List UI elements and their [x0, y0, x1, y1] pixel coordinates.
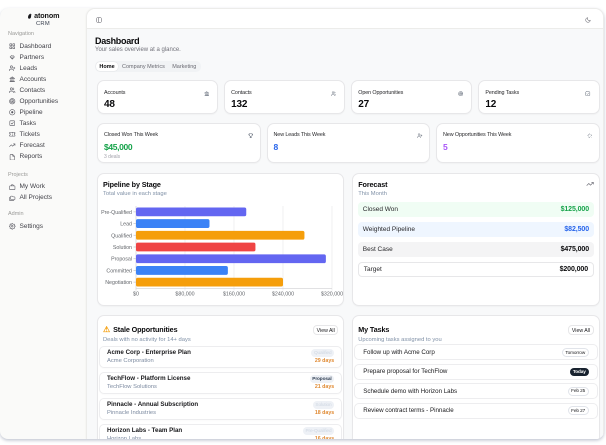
svg-text:Lead: Lead — [120, 221, 132, 227]
svg-text:$80,000: $80,000 — [175, 291, 194, 297]
svg-text:Negotiation: Negotiation — [105, 280, 132, 286]
svg-text:$0: $0 — [133, 291, 139, 297]
svg-text:$240,000: $240,000 — [272, 291, 294, 297]
svg-text:Committed: Committed — [106, 268, 132, 274]
svg-text:$320,000: $320,000 — [321, 291, 343, 297]
svg-text:$160,000: $160,000 — [223, 291, 245, 297]
svg-text:Proposal: Proposal — [111, 257, 132, 263]
svg-text:Pre-Qualified: Pre-Qualified — [101, 210, 132, 216]
svg-text:Qualified: Qualified — [111, 233, 132, 239]
svg-text:Solution: Solution — [113, 245, 132, 251]
